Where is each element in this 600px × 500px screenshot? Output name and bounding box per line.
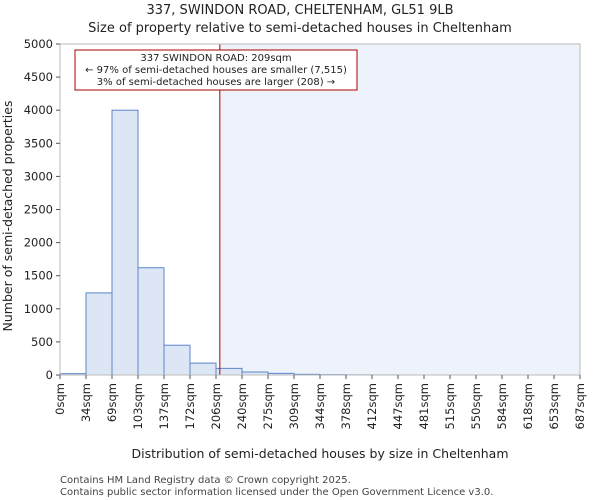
y-tick-label: 2500 — [24, 203, 53, 217]
y-axis-label: Number of semi-detached properties — [0, 101, 15, 332]
bar-172sqm — [189, 362, 217, 376]
y-tick-label: 1000 — [24, 302, 53, 316]
x-tick-label: 481sqm — [417, 383, 431, 429]
y-tick-label: 3000 — [24, 169, 53, 183]
bar-69sqm — [111, 109, 139, 376]
x-tick-label: 550sqm — [469, 383, 483, 429]
y-tick-label: 0 — [46, 368, 53, 382]
x-tick-label: 69sqm — [105, 383, 119, 422]
x-tick-label: 309sqm — [287, 383, 301, 429]
footer-line-1: Contains HM Land Registry data © Crown c… — [60, 475, 351, 486]
x-tick-label: 172sqm — [183, 383, 197, 429]
x-tick-label: 515sqm — [443, 383, 457, 429]
highlight-region — [219, 44, 580, 375]
chart-subtitle: Size of property relative to semi-detach… — [88, 21, 512, 36]
y-tick-label: 500 — [31, 335, 53, 349]
x-tick-label: 344sqm — [313, 383, 327, 429]
bar-137sqm — [163, 344, 191, 376]
x-tick-label: 34sqm — [79, 383, 93, 422]
x-tick-label: 0sqm — [53, 383, 67, 415]
x-tick-label: 584sqm — [495, 383, 509, 429]
annotation-box — [74, 49, 358, 91]
chart-title: 337, SWINDON ROAD, CHELTENHAM, GL51 9LB — [146, 3, 453, 18]
bars — [59, 109, 399, 376]
bar-34sqm — [85, 292, 113, 376]
x-tick-label: 378sqm — [339, 383, 353, 429]
footer-line-2: Contains public sector information licen… — [60, 487, 493, 498]
y-tick-label: 5000 — [24, 37, 53, 51]
annotation-line-3: 3% of semi-detached houses are larger (2… — [97, 77, 335, 88]
x-tick-label: 103sqm — [131, 383, 145, 429]
annotation-line-1: 337 SWINDON ROAD: 209sqm — [140, 53, 291, 64]
x-tick-label: 653sqm — [547, 383, 561, 429]
annotation-line-2: ← 97% of semi-detached houses are smalle… — [85, 65, 347, 76]
y-tick-label: 4000 — [24, 103, 53, 117]
y-tick-label: 3500 — [24, 136, 53, 150]
bar-103sqm — [137, 267, 165, 376]
x-axis-ticks: 0sqm 34sqm 69sqm 103sqm 137sqm 172sqm 206sqm 24… — [53, 375, 587, 429]
x-tick-label: 137sqm — [157, 383, 171, 429]
x-tick-label: 687sqm — [573, 383, 587, 429]
x-tick-label: 206sqm — [209, 383, 223, 429]
y-tick-label: 2000 — [24, 236, 53, 250]
x-tick-label: 412sqm — [365, 383, 379, 429]
x-tick-label: 447sqm — [391, 383, 405, 429]
x-tick-label: 240sqm — [235, 383, 249, 429]
y-tick-label: 4500 — [24, 70, 53, 84]
marker-annotation: 337 SWINDON ROAD: 209sqm ← 97% of semi-d… — [74, 49, 358, 91]
y-tick-label: 1500 — [24, 269, 53, 283]
y-axis-ticks: 0 500 1000 1500 2000 2500 3000 3500 4000 4500 5000 — [24, 37, 60, 382]
x-tick-label: 618sqm — [521, 383, 535, 429]
x-axis-label: Distribution of semi-detached houses by … — [131, 446, 508, 461]
x-tick-label: 275sqm — [261, 383, 275, 429]
plot-area: 0 500 1000 1500 2000 2500 3000 3500 4000 4500 5000… — [24, 37, 587, 429]
